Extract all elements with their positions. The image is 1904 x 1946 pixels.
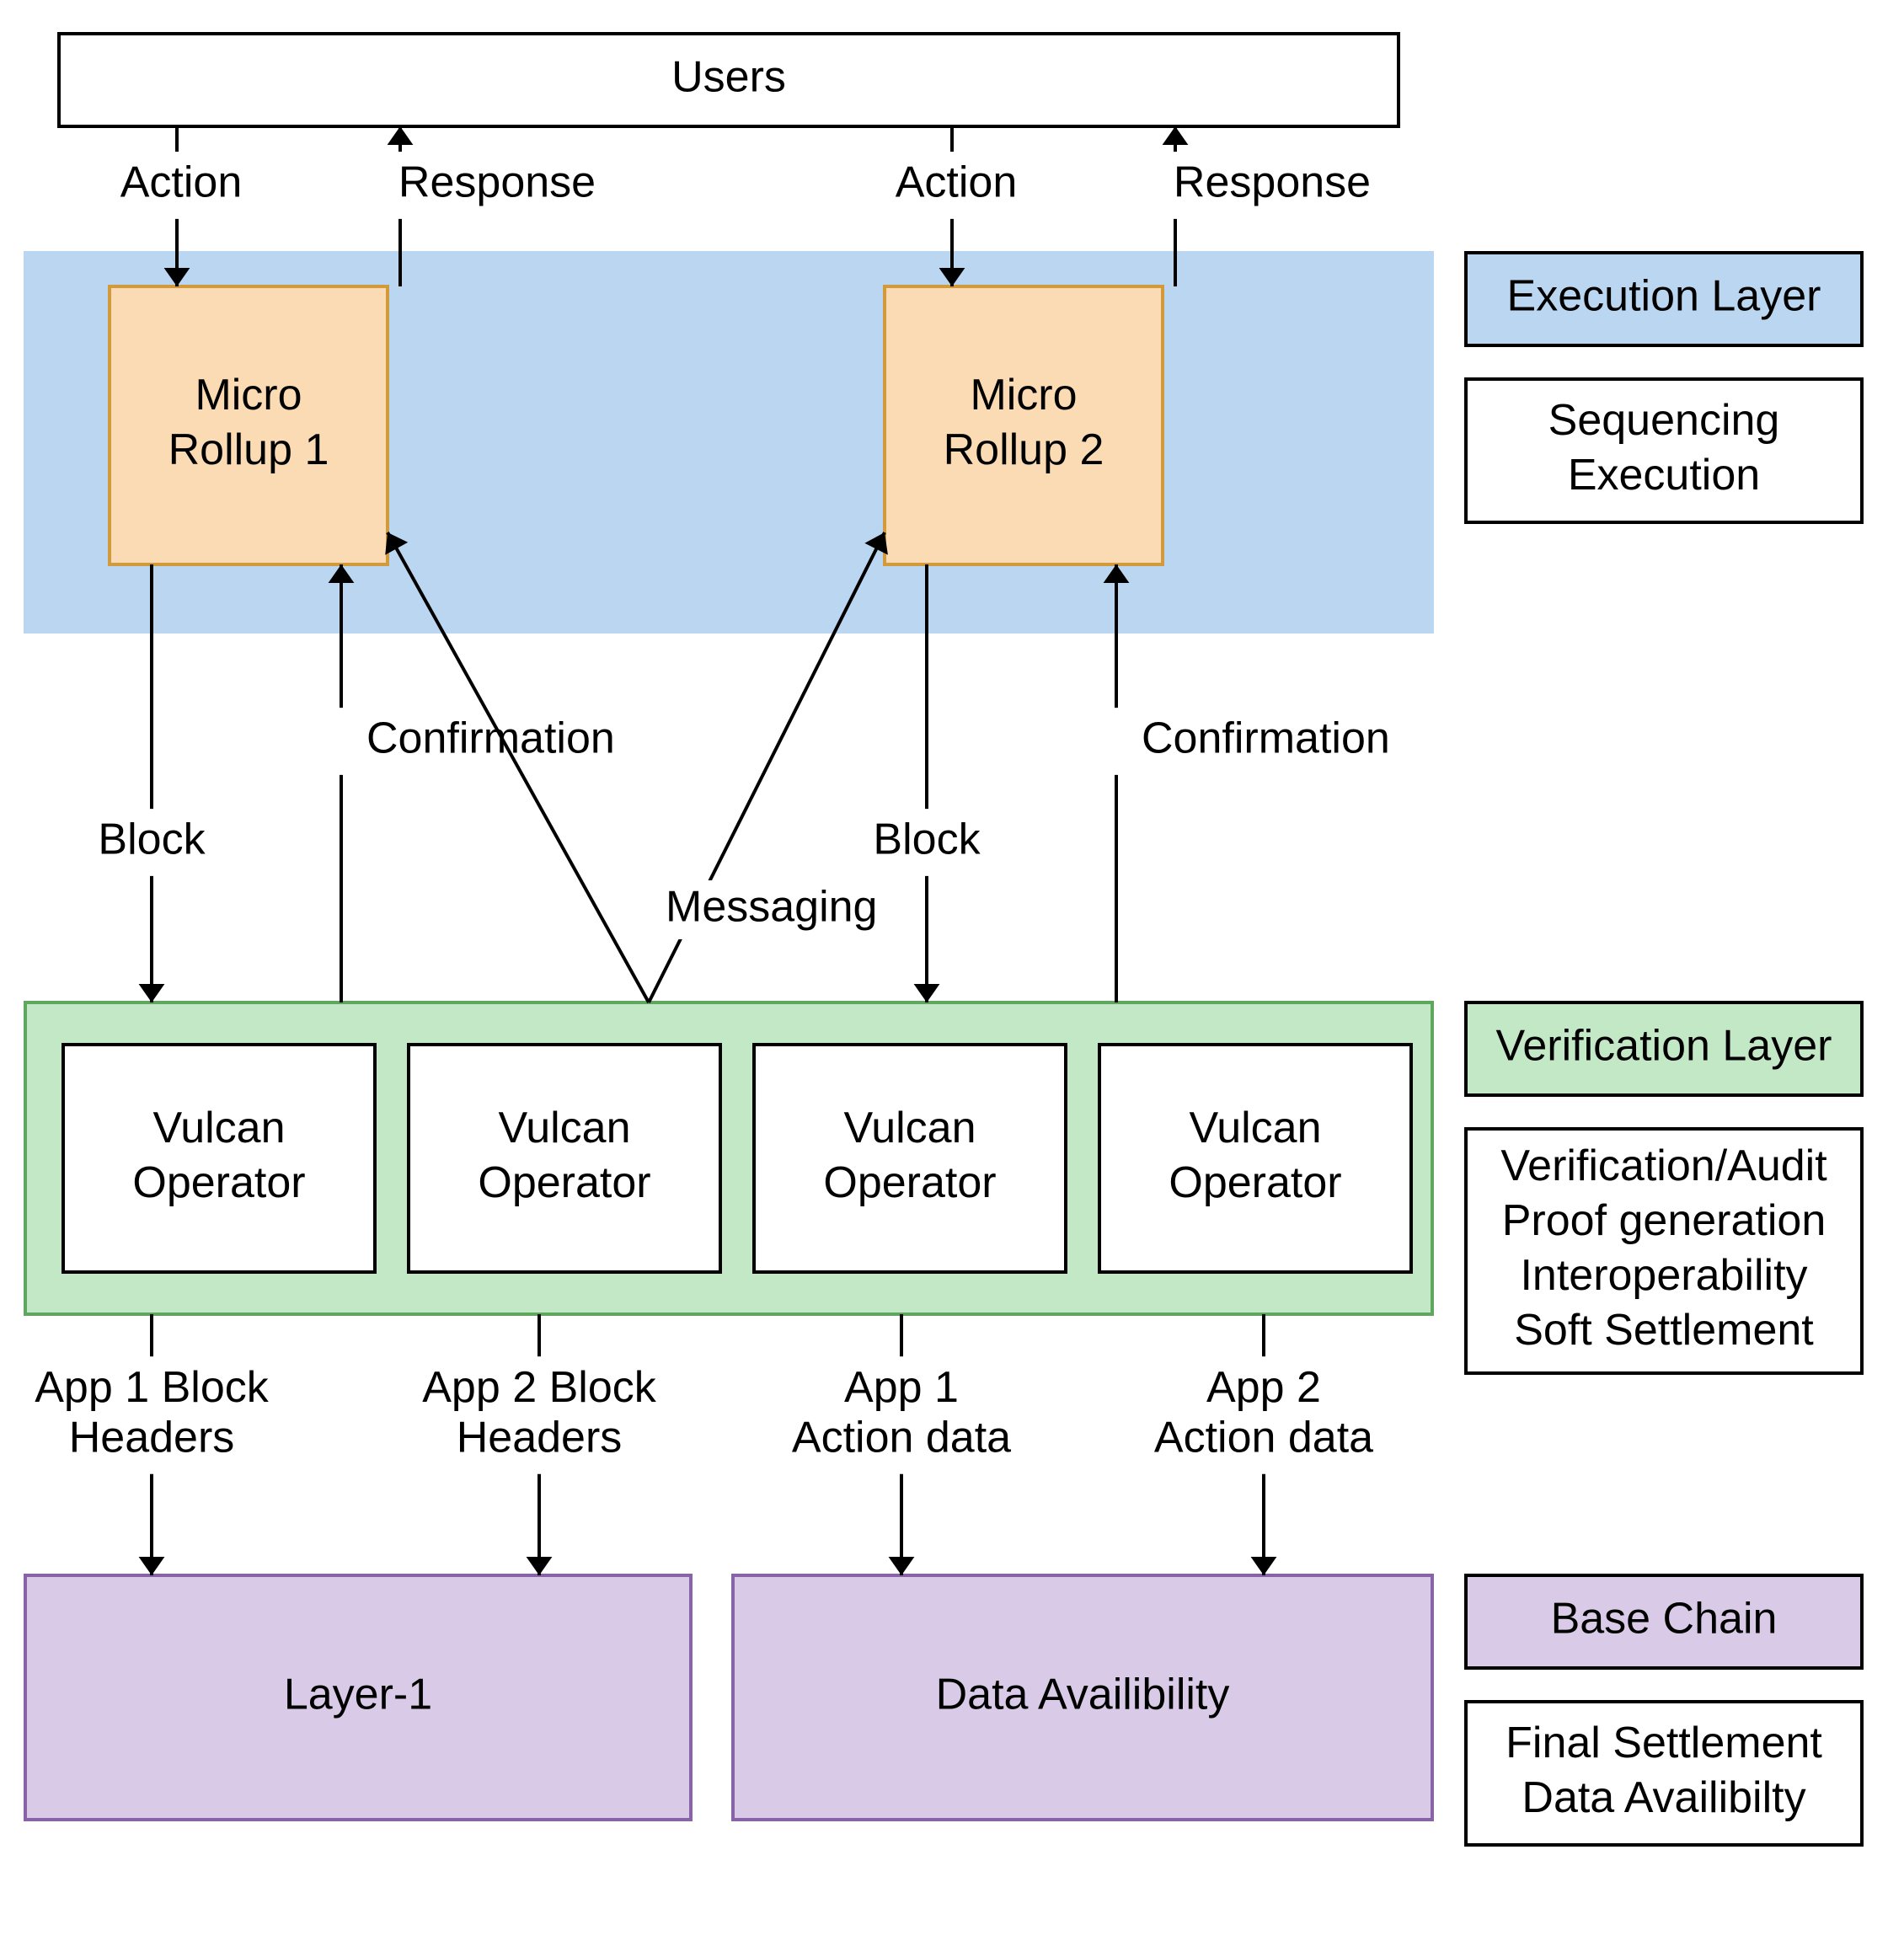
edge-label: Confirmation (1142, 714, 1390, 763)
op1-line: Vulcan (152, 1104, 285, 1152)
micro1-line: Micro (195, 371, 302, 420)
edge-label: Action (896, 158, 1018, 207)
edge-label: App 2 (1206, 1363, 1321, 1412)
edge-label: Action data (792, 1414, 1011, 1462)
users: Users (671, 53, 786, 102)
op2-line: Operator (478, 1158, 650, 1207)
layer1-line: Layer-1 (284, 1671, 432, 1719)
edge-label: Headers (69, 1414, 235, 1462)
op3-line: Vulcan (843, 1104, 976, 1152)
edge-label: Action data (1154, 1414, 1373, 1462)
base_label-line: Base Chain (1551, 1595, 1778, 1644)
users-line: Users (671, 53, 786, 102)
arrow-head-icon (1163, 126, 1189, 145)
verif_desc-line: Proof generation (1502, 1196, 1826, 1245)
verif_label: Verification Layer (1496, 1022, 1832, 1071)
exec_desc-line: Sequencing (1548, 396, 1780, 445)
micro1-line: Rollup 1 (168, 425, 329, 474)
verif_label-line: Verification Layer (1496, 1022, 1832, 1071)
verif_desc-line: Verification/Audit (1500, 1141, 1827, 1190)
op3-line: Operator (823, 1158, 996, 1207)
op1-line: Operator (132, 1158, 305, 1207)
edge-label: Headers (457, 1414, 623, 1462)
arrow-head-icon (139, 984, 165, 1002)
edge-label: Block (98, 815, 206, 864)
edge-label: Response (1174, 158, 1371, 207)
exec_label-line: Execution Layer (1507, 272, 1821, 321)
da-line: Data Availibility (936, 1671, 1230, 1719)
arrow-head-icon (914, 984, 940, 1002)
edge-label: App 1 Block (35, 1363, 269, 1412)
edge-label: Block (873, 815, 981, 864)
base_label: Base Chain (1551, 1595, 1778, 1644)
da: Data Availibility (936, 1671, 1230, 1719)
arrow-head-icon (889, 1557, 915, 1575)
verif_desc-line: Interoperability (1520, 1251, 1807, 1300)
verif_desc-line: Soft Settlement (1514, 1306, 1814, 1355)
exec_label: Execution Layer (1507, 272, 1821, 321)
op4-line: Vulcan (1189, 1104, 1321, 1152)
arrow-head-icon (388, 126, 414, 145)
edge-label: Action (120, 158, 243, 207)
arrow-head-icon (1251, 1557, 1277, 1575)
edge-label: App 1 (844, 1363, 959, 1412)
micro2-line: Rollup 2 (944, 425, 1104, 474)
edge-label: App 2 Block (422, 1363, 656, 1412)
exec_desc-line: Execution (1568, 451, 1760, 500)
layer1: Layer-1 (284, 1671, 432, 1719)
base_desc-line: Data Availibilty (1522, 1773, 1805, 1822)
micro2-line: Micro (970, 371, 1077, 420)
edge-label: Response (398, 158, 596, 207)
op2-line: Vulcan (498, 1104, 630, 1152)
arrow-head-icon (139, 1557, 165, 1575)
arrow-head-icon (527, 1557, 553, 1575)
messaging-label: Messaging (666, 883, 877, 932)
base_desc-line: Final Settlement (1506, 1719, 1822, 1767)
op4-line: Operator (1169, 1158, 1341, 1207)
